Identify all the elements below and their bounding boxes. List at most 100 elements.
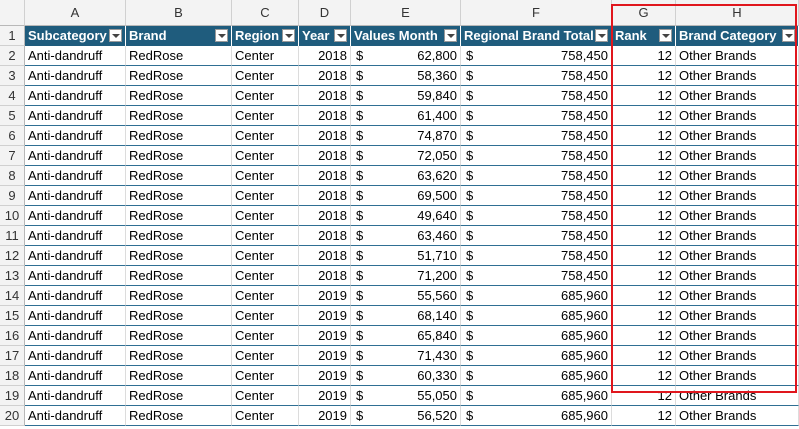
cell: Anti-dandruff bbox=[25, 246, 126, 266]
cell: 12 bbox=[612, 126, 676, 146]
row-number[interactable]: 12 bbox=[0, 246, 25, 266]
cell: Other Brands bbox=[676, 406, 799, 426]
column-letter[interactable]: H bbox=[676, 0, 799, 26]
cell: 2018 bbox=[299, 86, 351, 106]
currency-cell: $685,960 bbox=[461, 366, 612, 386]
cell: 12 bbox=[612, 266, 676, 286]
filter-button[interactable] bbox=[595, 29, 608, 42]
cell: RedRose bbox=[126, 66, 232, 86]
row-number[interactable]: 18 bbox=[0, 366, 25, 386]
cell: Other Brands bbox=[676, 346, 799, 366]
select-all[interactable] bbox=[0, 0, 25, 26]
cell: 2018 bbox=[299, 186, 351, 206]
amount: 758,450 bbox=[561, 208, 608, 223]
cell: 12 bbox=[612, 286, 676, 306]
cell: RedRose bbox=[126, 246, 232, 266]
row-number[interactable]: 7 bbox=[0, 146, 25, 166]
currency-symbol: $ bbox=[466, 288, 474, 303]
filter-button[interactable] bbox=[215, 29, 228, 42]
amount: 758,450 bbox=[561, 128, 608, 143]
row-number[interactable]: 11 bbox=[0, 226, 25, 246]
row-number[interactable]: 1 bbox=[0, 26, 25, 46]
filter-button[interactable] bbox=[282, 29, 295, 42]
cell: Center bbox=[232, 126, 299, 146]
currency-cell: $58,360 bbox=[351, 66, 461, 86]
amount: 758,450 bbox=[561, 108, 608, 123]
currency-cell: $685,960 bbox=[461, 346, 612, 366]
column-letter[interactable]: B bbox=[126, 0, 232, 26]
currency-symbol: $ bbox=[466, 208, 474, 223]
cell: Other Brands bbox=[676, 66, 799, 86]
header-cell: Region bbox=[232, 26, 299, 46]
cell: 2018 bbox=[299, 126, 351, 146]
cell: Other Brands bbox=[676, 266, 799, 286]
cell: Center bbox=[232, 326, 299, 346]
row-number[interactable]: 10 bbox=[0, 206, 25, 226]
currency-cell: $758,450 bbox=[461, 146, 612, 166]
row-number[interactable]: 5 bbox=[0, 106, 25, 126]
currency-symbol: $ bbox=[466, 268, 474, 283]
currency-symbol: $ bbox=[356, 188, 364, 203]
row-number[interactable]: 4 bbox=[0, 86, 25, 106]
currency-cell: $69,500 bbox=[351, 186, 461, 206]
cell: Center bbox=[232, 306, 299, 326]
currency-symbol: $ bbox=[356, 388, 364, 403]
amount: 74,870 bbox=[417, 128, 457, 143]
cell: Other Brands bbox=[676, 126, 799, 146]
filter-button[interactable] bbox=[782, 29, 795, 42]
row-number[interactable]: 17 bbox=[0, 346, 25, 366]
cell: Other Brands bbox=[676, 246, 799, 266]
row-number[interactable]: 14 bbox=[0, 286, 25, 306]
row-number[interactable]: 3 bbox=[0, 66, 25, 86]
row-number[interactable]: 20 bbox=[0, 406, 25, 426]
cell: RedRose bbox=[126, 226, 232, 246]
cell: RedRose bbox=[126, 206, 232, 226]
column-letter[interactable]: C bbox=[232, 0, 299, 26]
column-letter[interactable]: D bbox=[299, 0, 351, 26]
currency-symbol: $ bbox=[356, 308, 364, 323]
currency-cell: $758,450 bbox=[461, 86, 612, 106]
row-number[interactable]: 16 bbox=[0, 326, 25, 346]
amount: 685,960 bbox=[561, 308, 608, 323]
amount: 685,960 bbox=[561, 408, 608, 423]
filter-button[interactable] bbox=[334, 29, 347, 42]
cell: Center bbox=[232, 206, 299, 226]
cell: 12 bbox=[612, 226, 676, 246]
filter-button[interactable] bbox=[444, 29, 457, 42]
cell: 12 bbox=[612, 46, 676, 66]
amount: 65,840 bbox=[417, 328, 457, 343]
column-letter[interactable]: F bbox=[461, 0, 612, 26]
row-number[interactable]: 13 bbox=[0, 266, 25, 286]
column-letter[interactable]: G bbox=[612, 0, 676, 26]
cell: Center bbox=[232, 166, 299, 186]
row-number[interactable]: 19 bbox=[0, 386, 25, 406]
header-cell: Brand bbox=[126, 26, 232, 46]
cell: Anti-dandruff bbox=[25, 326, 126, 346]
cell: Other Brands bbox=[676, 146, 799, 166]
filter-button[interactable] bbox=[109, 29, 122, 42]
cell: 2019 bbox=[299, 326, 351, 346]
currency-symbol: $ bbox=[356, 208, 364, 223]
column-letter[interactable]: E bbox=[351, 0, 461, 26]
row-number[interactable]: 9 bbox=[0, 186, 25, 206]
cell: RedRose bbox=[126, 166, 232, 186]
currency-symbol: $ bbox=[466, 228, 474, 243]
amount: 68,140 bbox=[417, 308, 457, 323]
currency-cell: $51,710 bbox=[351, 246, 461, 266]
row-number[interactable]: 15 bbox=[0, 306, 25, 326]
filter-button[interactable] bbox=[659, 29, 672, 42]
amount: 758,450 bbox=[561, 268, 608, 283]
amount: 758,450 bbox=[561, 68, 608, 83]
cell: Anti-dandruff bbox=[25, 126, 126, 146]
row-number[interactable]: 8 bbox=[0, 166, 25, 186]
currency-cell: $74,870 bbox=[351, 126, 461, 146]
cell: RedRose bbox=[126, 346, 232, 366]
row-number[interactable]: 2 bbox=[0, 46, 25, 66]
amount: 71,200 bbox=[417, 268, 457, 283]
cell: 2018 bbox=[299, 206, 351, 226]
amount: 71,430 bbox=[417, 348, 457, 363]
column-letter[interactable]: A bbox=[25, 0, 126, 26]
row-number[interactable]: 6 bbox=[0, 126, 25, 146]
currency-symbol: $ bbox=[356, 88, 364, 103]
amount: 69,500 bbox=[417, 188, 457, 203]
